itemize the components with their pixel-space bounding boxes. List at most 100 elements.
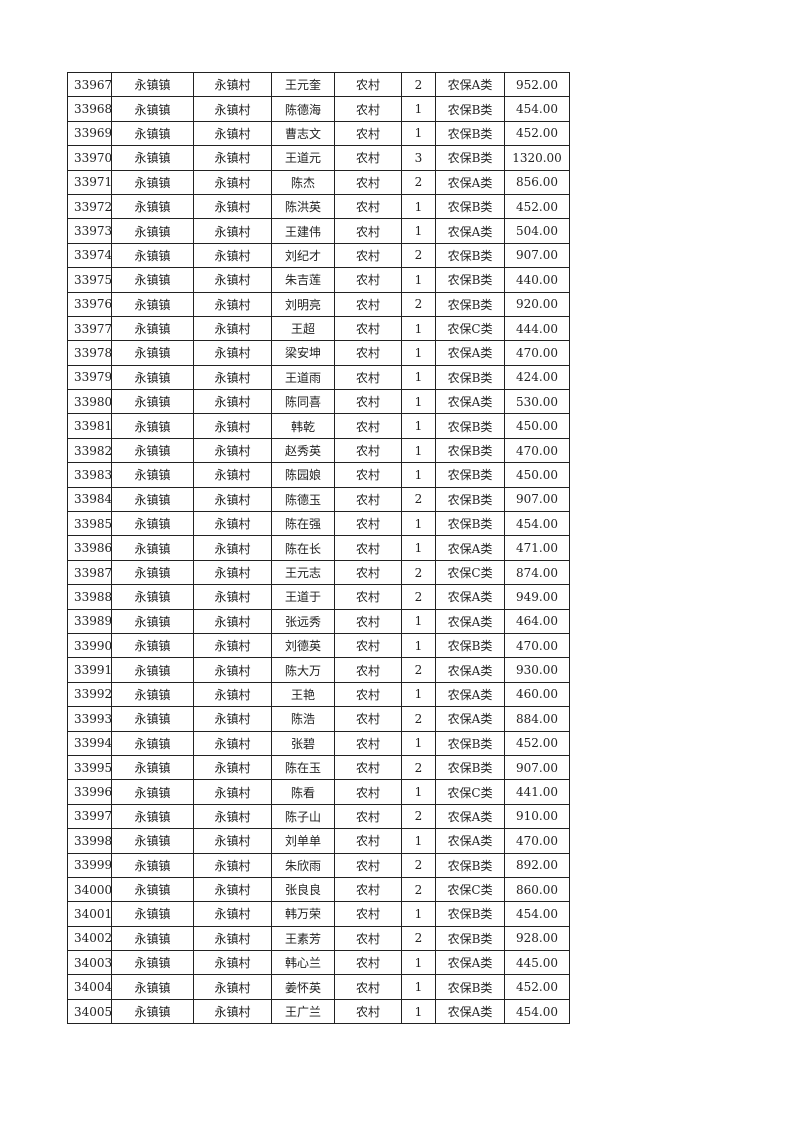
- person-name-cell: 张远秀: [271, 608, 335, 634]
- town-cell: 永镇镇: [111, 730, 194, 756]
- town-cell: 永镇镇: [111, 681, 194, 708]
- insurance-category-cell: 农保A类: [435, 950, 505, 976]
- village-cell: 永镇村: [193, 218, 272, 244]
- amount-cell: 424.00: [504, 364, 570, 391]
- member-count-cell: 2: [401, 291, 436, 317]
- household-type-cell: 农村: [334, 584, 402, 610]
- person-name-cell: 姜怀英: [271, 974, 335, 1000]
- record-id-cell: 33991: [67, 657, 112, 683]
- village-cell: 永镇村: [193, 779, 272, 805]
- town-cell: 永镇镇: [111, 950, 194, 976]
- person-name-cell: 陈园娘: [271, 462, 335, 488]
- member-count-cell: 2: [401, 852, 436, 878]
- insurance-category-cell: 农保A类: [435, 584, 505, 610]
- table-row: 33981 永镇镇 永镇村 韩乾 农村 1 农保B类 450.00: [67, 413, 570, 439]
- member-count-cell: 1: [401, 828, 436, 854]
- town-cell: 永镇镇: [111, 925, 194, 952]
- amount-cell: 444.00: [504, 315, 570, 342]
- table-row: 34000 永镇镇 永镇村 张良良 农村 2 农保C类 860.00: [67, 876, 570, 903]
- table-row: 33995 永镇镇 永镇村 陈在玉 农村 2 农保B类 907.00: [67, 754, 570, 781]
- town-cell: 永镇镇: [111, 998, 194, 1025]
- table-row: 33992 永镇镇 永镇村 王艳 农村 1 农保A类 460.00: [67, 681, 570, 708]
- household-type-cell: 农村: [334, 145, 402, 171]
- village-cell: 永镇村: [193, 828, 272, 854]
- amount-cell: 928.00: [504, 925, 570, 952]
- household-type-cell: 农村: [334, 364, 402, 391]
- table-row: 33989 永镇镇 永镇村 张远秀 农村 1 农保A类 464.00: [67, 608, 570, 634]
- record-id-cell: 33997: [67, 803, 112, 830]
- person-name-cell: 曹志文: [271, 120, 335, 147]
- town-cell: 永镇镇: [111, 145, 194, 171]
- insurance-category-cell: 农保C类: [435, 876, 505, 903]
- person-name-cell: 韩心兰: [271, 950, 335, 976]
- town-cell: 永镇镇: [111, 242, 194, 269]
- person-name-cell: 陈德海: [271, 96, 335, 122]
- table-row: 33972 永镇镇 永镇村 陈洪英 农村 1 农保B类 452.00: [67, 193, 570, 220]
- table-row: 33976 永镇镇 永镇村 刘明亮 农村 2 农保B类 920.00: [67, 291, 570, 317]
- town-cell: 永镇镇: [111, 120, 194, 147]
- record-id-cell: 33981: [67, 413, 112, 439]
- member-count-cell: 1: [401, 608, 436, 634]
- village-cell: 永镇村: [193, 96, 272, 122]
- village-cell: 永镇村: [193, 267, 272, 293]
- table-row: 33978 永镇镇 永镇村 梁安坤 农村 1 农保A类 470.00: [67, 340, 570, 366]
- person-name-cell: 王元志: [271, 559, 335, 586]
- household-type-cell: 农村: [334, 511, 402, 537]
- town-cell: 永镇镇: [111, 169, 194, 195]
- table-row: 33968 永镇镇 永镇村 陈德海 农村 1 农保B类 454.00: [67, 96, 570, 122]
- household-type-cell: 农村: [334, 828, 402, 854]
- table-row: 33994 永镇镇 永镇村 张碧 农村 1 农保B类 452.00: [67, 730, 570, 756]
- person-name-cell: 韩乾: [271, 413, 335, 439]
- town-cell: 永镇镇: [111, 218, 194, 244]
- household-type-cell: 农村: [334, 901, 402, 927]
- member-count-cell: 1: [401, 315, 436, 342]
- member-count-cell: 2: [401, 169, 436, 195]
- town-cell: 永镇镇: [111, 486, 194, 513]
- table-row: 33984 永镇镇 永镇村 陈德玉 农村 2 农保B类 907.00: [67, 486, 570, 513]
- village-cell: 永镇村: [193, 145, 272, 171]
- village-cell: 永镇村: [193, 511, 272, 537]
- record-id-cell: 33988: [67, 584, 112, 610]
- insurance-category-cell: 农保A类: [435, 535, 505, 561]
- amount-cell: 884.00: [504, 706, 570, 732]
- insurance-category-cell: 农保B类: [435, 413, 505, 439]
- village-cell: 永镇村: [193, 462, 272, 488]
- record-id-cell: 34001: [67, 901, 112, 927]
- member-count-cell: 1: [401, 267, 436, 293]
- amount-cell: 470.00: [504, 340, 570, 366]
- town-cell: 永镇镇: [111, 828, 194, 854]
- village-cell: 永镇村: [193, 974, 272, 1000]
- village-cell: 永镇村: [193, 925, 272, 952]
- amount-cell: 470.00: [504, 632, 570, 659]
- table-body: 33967 永镇镇 永镇村 王元奎 农村 2 农保A类 952.00 33968 永镇镇 永镇村 陈德…: [67, 71, 570, 1025]
- record-id-cell: 34002: [67, 925, 112, 952]
- insurance-category-cell: 农保B类: [435, 730, 505, 756]
- household-type-cell: 农村: [334, 193, 402, 220]
- member-count-cell: 2: [401, 71, 436, 98]
- amount-cell: 460.00: [504, 681, 570, 708]
- member-count-cell: 1: [401, 730, 436, 756]
- record-id-cell: 33999: [67, 852, 112, 878]
- town-cell: 永镇镇: [111, 559, 194, 586]
- household-type-cell: 农村: [334, 242, 402, 269]
- person-name-cell: 王艳: [271, 681, 335, 708]
- household-type-cell: 农村: [334, 218, 402, 244]
- amount-cell: 930.00: [504, 657, 570, 683]
- table-row: 33985 永镇镇 永镇村 陈在强 农村 1 农保B类 454.00: [67, 511, 570, 537]
- record-id-cell: 33983: [67, 462, 112, 488]
- household-type-cell: 农村: [334, 462, 402, 488]
- member-count-cell: 2: [401, 559, 436, 586]
- insurance-category-cell: 农保B类: [435, 96, 505, 122]
- household-type-cell: 农村: [334, 925, 402, 952]
- person-name-cell: 刘纪才: [271, 242, 335, 269]
- amount-cell: 530.00: [504, 389, 570, 415]
- record-id-cell: 33993: [67, 706, 112, 732]
- member-count-cell: 1: [401, 974, 436, 1000]
- person-name-cell: 王广兰: [271, 998, 335, 1025]
- town-cell: 永镇镇: [111, 584, 194, 610]
- amount-cell: 471.00: [504, 535, 570, 561]
- insurance-category-cell: 农保B类: [435, 925, 505, 952]
- amount-cell: 464.00: [504, 608, 570, 634]
- record-id-cell: 33987: [67, 559, 112, 586]
- household-type-cell: 农村: [334, 974, 402, 1000]
